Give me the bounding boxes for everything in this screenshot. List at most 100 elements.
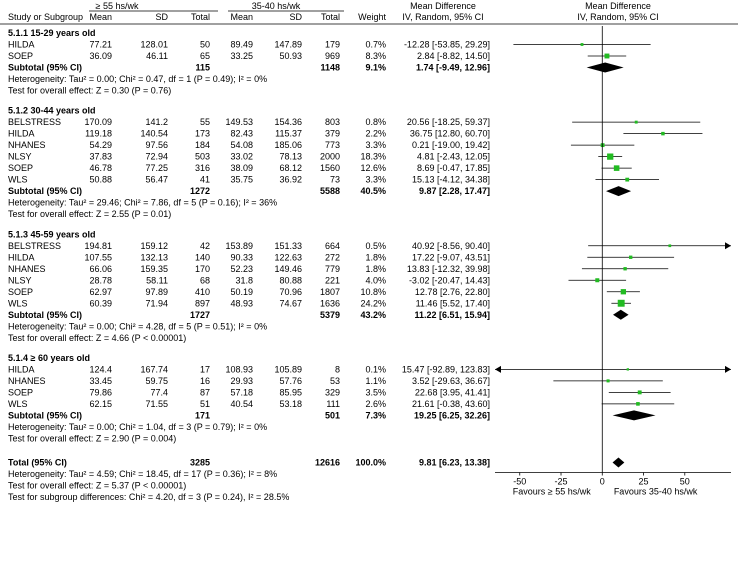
subtotal-ci: 9.87 [2.28, 17.47] (419, 186, 490, 196)
study-total1: 897 (195, 298, 210, 308)
study-sd1: 97.89 (145, 287, 168, 297)
study-mean2: 31.8 (235, 275, 253, 285)
ci-arrow (495, 365, 501, 373)
study-sd1: 56.47 (145, 175, 168, 185)
study-sd1: 46.11 (146, 51, 168, 61)
col-total1: Total (191, 12, 210, 22)
overall-effect-text: Test for overall effect: Z = 0.30 (P = 0… (8, 86, 171, 96)
study-mean2: 35.75 (230, 175, 253, 185)
overall-effect-text: Test for overall effect: Z = 4.66 (P < 0… (8, 333, 186, 343)
study-total2: 73 (330, 175, 340, 185)
summary-diamond (612, 457, 625, 468)
study-mean2: 57.18 (230, 387, 253, 397)
study-name: HILDA (8, 129, 35, 139)
study-ci: 40.92 [-8.56, 90.40] (412, 241, 490, 251)
study-sd2: 53.18 (279, 399, 302, 409)
study-marker (636, 402, 640, 406)
study-ci: 21.61 [-0.38, 43.60] (412, 399, 490, 409)
study-marker (637, 390, 642, 395)
x-tick-label: 50 (680, 477, 690, 487)
study-name: WLS (8, 399, 28, 409)
study-sd1: 97.56 (145, 140, 168, 150)
study-total1: 68 (200, 275, 210, 285)
study-sd1: 77.4 (150, 387, 168, 397)
study-total2: 272 (325, 252, 340, 262)
study-sd2: 151.33 (274, 241, 302, 251)
study-weight: 0.8% (365, 117, 386, 127)
heterogeneity-text: Heterogeneity: Tau² = 0.00; Chi² = 4.28,… (8, 321, 267, 331)
study-name: HILDA (8, 364, 35, 374)
footer-text: Test for overall effect: Z = 5.37 (P < 0… (8, 481, 186, 491)
study-weight: 1.8% (365, 264, 386, 274)
study-sd1: 128.01 (140, 40, 168, 50)
study-mean2: 149.53 (225, 117, 253, 127)
col-mean2: Mean (230, 12, 253, 22)
study-sd2: 105.89 (274, 364, 302, 374)
study-mean1: 124.4 (89, 364, 112, 374)
study-marker (604, 53, 610, 59)
study-mean2: 52.23 (230, 264, 253, 274)
x-tick-label: -50 (513, 477, 526, 487)
study-marker (661, 131, 665, 136)
study-marker (629, 255, 633, 259)
study-total1: 50 (200, 40, 210, 50)
study-total1: 65 (200, 51, 210, 61)
group2-label: 35-40 hs/wk (252, 1, 301, 11)
study-weight: 0.5% (365, 241, 386, 251)
study-name: WLS (8, 298, 28, 308)
favours-left: Favours ≥ 55 hs/wk (513, 487, 591, 497)
study-marker (580, 43, 584, 46)
study-sd1: 141.2 (145, 117, 168, 127)
study-total1: 184 (195, 140, 210, 150)
study-sd1: 71.55 (145, 399, 168, 409)
study-mean1: 46.78 (89, 163, 112, 173)
study-mean1: 194.81 (84, 241, 112, 251)
study-ci: 8.69 [-0.47, 17.85] (417, 163, 490, 173)
study-marker (668, 244, 672, 248)
col-study: Study or Subgroup (8, 12, 83, 22)
study-mean2: 89.49 (230, 40, 253, 50)
study-mean2: 82.43 (230, 129, 253, 139)
study-mean2: 48.93 (230, 298, 253, 308)
study-marker (617, 299, 625, 307)
study-total2: 779 (325, 264, 340, 274)
study-mean2: 153.89 (225, 241, 253, 251)
study-sd1: 159.12 (140, 241, 168, 251)
study-weight: 3.3% (365, 175, 386, 185)
study-weight: 2.6% (365, 399, 386, 409)
heterogeneity-text: Heterogeneity: Tau² = 29.46; Chi² = 7.86… (8, 198, 277, 208)
study-mean1: 50.88 (89, 175, 112, 185)
study-name: SOEP (8, 287, 33, 297)
study-total2: 379 (325, 129, 340, 139)
study-total2: 1636 (320, 298, 340, 308)
study-sd1: 58.11 (146, 275, 168, 285)
study-ci: 3.52 [-29.63, 36.67] (412, 376, 490, 386)
study-mean1: 66.06 (89, 264, 112, 274)
study-mean1: 79.86 (89, 387, 112, 397)
study-total1: 17 (200, 364, 210, 374)
study-sd1: 72.94 (145, 152, 168, 162)
study-mean2: 33.02 (230, 152, 253, 162)
footer-text: Test for subgroup differences: Chi² = 4.… (8, 492, 289, 502)
study-sd2: 68.12 (279, 163, 302, 173)
subtotal-ci: 19.25 [6.25, 32.26] (414, 410, 490, 420)
total-total1: 3285 (190, 458, 210, 468)
study-sd2: 185.06 (274, 140, 302, 150)
study-marker (606, 379, 610, 383)
study-total1: 87 (200, 387, 210, 397)
study-weight: 8.3% (365, 51, 386, 61)
study-total2: 969 (325, 51, 340, 61)
subtotal-label: Subtotal (95% CI) (8, 186, 82, 196)
heterogeneity-text: Heterogeneity: Tau² = 0.00; Chi² = 0.47,… (8, 74, 267, 84)
study-name: HILDA (8, 40, 35, 50)
study-total1: 173 (195, 129, 210, 139)
study-mean2: 33.25 (230, 51, 253, 61)
study-mean2: 90.33 (230, 252, 253, 262)
total-weight: 100.0% (355, 458, 386, 468)
study-ci: -12.28 [-53.85, 29.29] (404, 40, 490, 50)
study-ci: 17.22 [-9.07, 43.51] (412, 252, 490, 262)
subtotal-total1: 1727 (190, 310, 210, 320)
study-weight: 3.5% (365, 387, 386, 397)
subgroup-title: 5.1.4 ≥ 60 years old (8, 353, 90, 363)
ci-arrow (725, 242, 731, 250)
